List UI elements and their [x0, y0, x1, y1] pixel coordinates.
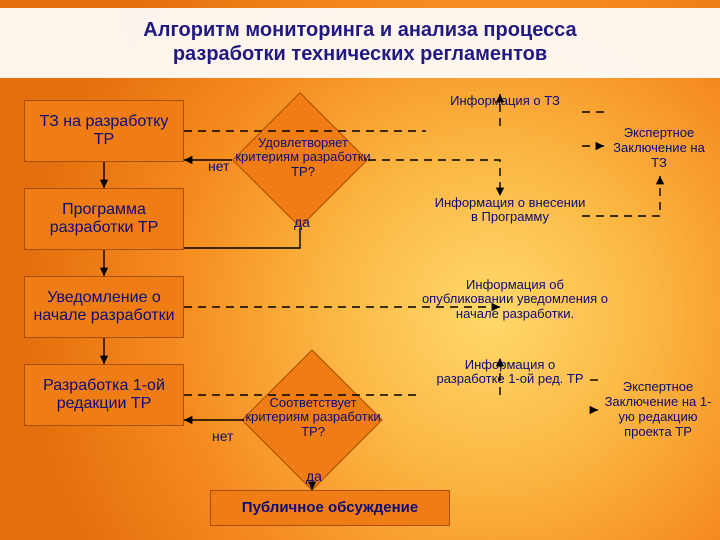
box-dev1: Разработка 1-ой редакции ТР [24, 364, 184, 426]
diamond-criteria-1 [232, 92, 368, 228]
title-line1: Алгоритм мониторинга и анализа процесса [0, 18, 720, 42]
connector-lines [0, 0, 720, 540]
box-program-label: Программа разработки ТР [29, 201, 179, 238]
info-program: Информация о внесении в Программу [430, 196, 590, 225]
label-yes-1: да [294, 214, 310, 230]
title-line2: разработки технических регламентов [0, 42, 720, 66]
box-tz: ТЗ на разработку ТР [24, 100, 184, 162]
label-no-1: нет [208, 158, 229, 174]
box-program: Программа разработки ТР [24, 188, 184, 250]
box-dev1-label: Разработка 1-ой редакции ТР [29, 377, 179, 414]
box-notice-label: Уведомление о начале разработки [29, 289, 179, 326]
expert-dev1: Экспертное Заключение на 1-ую редакцию п… [598, 380, 718, 440]
box-public-label: Публичное обсуждение [242, 499, 418, 516]
box-notice: Уведомление о начале разработки [24, 276, 184, 338]
box-public: Публичное обсуждение [210, 490, 450, 526]
label-yes-2: да [306, 468, 322, 484]
title-band: Алгоритм мониторинга и анализа процесса … [0, 8, 720, 78]
info-notice: Информация об опубликовании уведомления … [420, 278, 610, 321]
info-dev1: Информация о разработке 1-ой ред. ТР [430, 358, 590, 387]
box-tz-label: ТЗ на разработку ТР [29, 113, 179, 150]
expert-tz: Экспертное Заключение на ТЗ [604, 126, 714, 171]
flowchart-stage: Алгоритм мониторинга и анализа процесса … [0, 0, 720, 540]
info-tz: Информация о ТЗ [430, 94, 580, 108]
label-no-2: нет [212, 428, 233, 444]
